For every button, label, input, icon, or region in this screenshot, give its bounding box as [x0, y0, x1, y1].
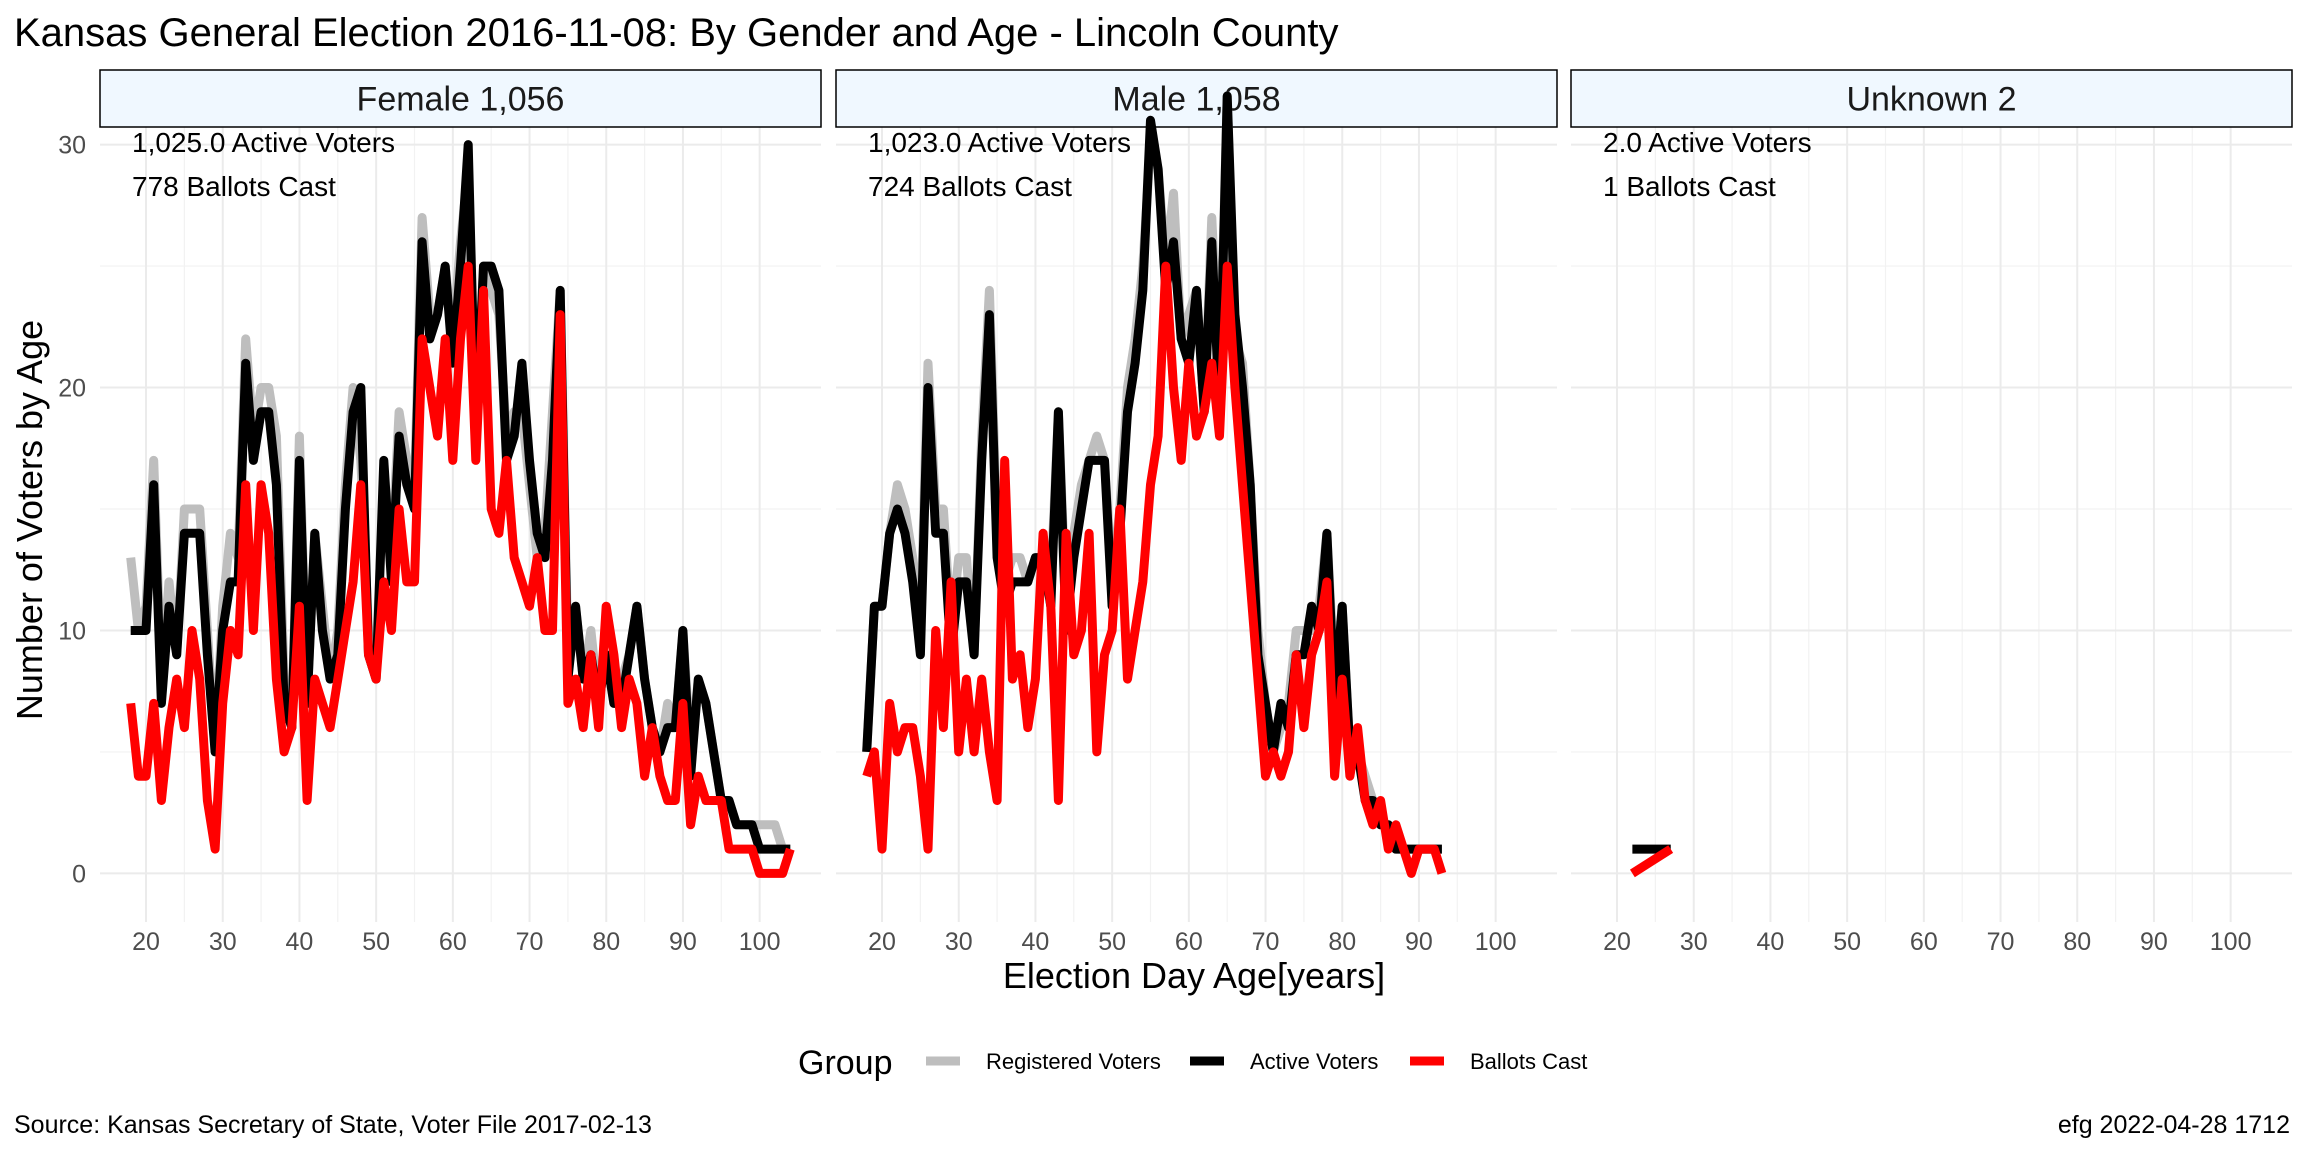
x-tick-label: 100 [739, 928, 781, 956]
panel-1: Male 1,058 1,023.0 Active Voters 724 Ballo… [835, 69, 1558, 956]
series-line-ballots-cast [1629, 845, 1674, 878]
x-tick-label: 60 [1910, 928, 1938, 956]
note-active-voters: 1,023.0 Active Voters [868, 127, 1131, 158]
chart-title: Kansas General Election 2016-11-08: By G… [14, 11, 1339, 55]
panel-2: Unknown 2 2.0 Active Voters 1 Ballots Cast… [1570, 69, 2293, 956]
facet-strip [835, 69, 1558, 128]
y-axis-label: Number of Voters by Age [9, 320, 50, 720]
x-tick-label: 90 [1405, 928, 1433, 956]
y-tick-label: 30 [58, 132, 86, 160]
note-active-voters: 2.0 Active Voters [1603, 127, 1812, 158]
legend-label: Ballots Cast [1470, 1049, 1587, 1074]
facet-panels: Female 1,056 1,025.0 Active Voters 778 Bal… [58, 69, 2293, 956]
x-tick-label: 30 [1680, 928, 1708, 956]
note-ballots-cast: 778 Ballots Cast [132, 171, 336, 202]
facet-strip [99, 69, 822, 128]
series-line-ballots-cast [862, 261, 1447, 878]
x-tick-label: 100 [2210, 928, 2252, 956]
x-tick-label: 20 [1603, 928, 1631, 956]
legend-label: Registered Voters [986, 1049, 1161, 1074]
x-tick-label: 80 [1328, 928, 1356, 956]
x-tick-label: 70 [516, 928, 544, 956]
x-tick-label: 20 [868, 928, 896, 956]
facet-strip [1570, 69, 2293, 128]
y-tick-label: 10 [58, 617, 86, 645]
x-tick-label: 80 [592, 928, 620, 956]
x-tick-label: 50 [1098, 928, 1126, 956]
series-line-ballots-cast [126, 261, 795, 878]
facet-strip-label: Unknown 2 [1846, 81, 2016, 119]
x-tick-label: 70 [1987, 928, 2015, 956]
facet-strip-label: Female 1,056 [357, 81, 565, 119]
facet-strip-label: Male 1,058 [1112, 81, 1280, 119]
x-tick-label: 20 [132, 928, 160, 956]
x-tick-label: 40 [286, 928, 314, 956]
y-tick-label: 0 [72, 860, 86, 888]
note-active-voters: 1,025.0 Active Voters [132, 127, 395, 158]
legend-label: Active Voters [1250, 1049, 1378, 1074]
x-tick-label: 100 [1475, 928, 1517, 956]
y-tick-label: 20 [58, 375, 86, 403]
x-tick-label: 30 [945, 928, 973, 956]
note-ballots-cast: 724 Ballots Cast [868, 171, 1072, 202]
series-line-active-voters [130, 140, 791, 854]
footer-source: Source: Kansas Secretary of State, Voter… [14, 1111, 652, 1139]
panel-0: Female 1,056 1,025.0 Active Voters 778 Bal… [99, 69, 822, 956]
x-tick-label: 60 [439, 928, 467, 956]
note-ballots-cast: 1 Ballots Cast [1603, 171, 1776, 202]
legend-items: Registered Voters Active Voters Ballots Ca… [926, 1049, 1587, 1074]
x-tick-label: 30 [209, 928, 237, 956]
x-tick-label: 90 [2140, 928, 2168, 956]
x-tick-label: 50 [1833, 928, 1861, 956]
x-axis-label: Election Day Age[years] [1003, 955, 1385, 996]
x-tick-label: 80 [2063, 928, 2091, 956]
x-tick-label: 50 [362, 928, 390, 956]
x-tick-label: 60 [1175, 928, 1203, 956]
x-tick-label: 90 [669, 928, 697, 956]
footer-credit: efg 2022-04-28 1712 [2058, 1111, 2290, 1139]
x-tick-label: 40 [1757, 928, 1785, 956]
legend: Group Registered Voters Active Voters Ball… [798, 1044, 1587, 1082]
legend-title: Group [798, 1044, 893, 1082]
x-tick-label: 70 [1252, 928, 1280, 956]
x-tick-label: 40 [1022, 928, 1050, 956]
